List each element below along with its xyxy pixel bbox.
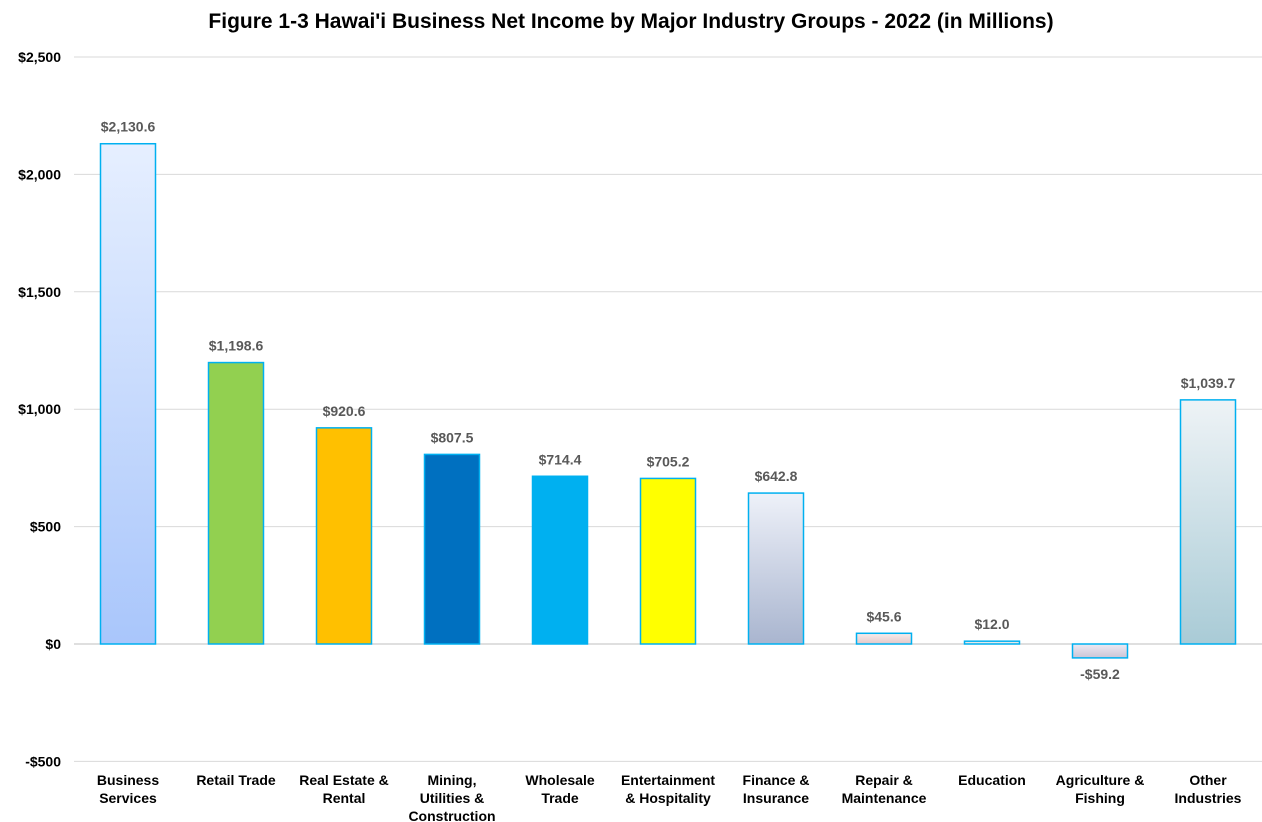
y-tick-label: $1,500: [18, 284, 61, 300]
data-label: $920.6: [323, 403, 366, 419]
bars: [99, 142, 1237, 659]
category-label: Mining, Utilities & Construction: [408, 772, 495, 822]
data-label: $45.6: [866, 608, 901, 624]
data-label: $807.5: [431, 429, 474, 445]
bar: [315, 427, 373, 645]
data-labels: $2,130.6 $1,198.6 $920.6 $807.5 $714.4 $705.2…: [101, 119, 1236, 682]
category-label: Finance & Insurance: [743, 772, 810, 806]
data-label: $714.4: [539, 451, 582, 467]
category-label: Education: [958, 772, 1026, 788]
y-tick-label: $1,000: [18, 401, 61, 417]
data-label: $1,039.7: [1181, 375, 1236, 391]
bar: [423, 453, 481, 645]
data-label: $642.8: [755, 468, 798, 484]
y-tick-label: -$500: [25, 753, 61, 769]
y-tick-label: $2,000: [18, 166, 61, 182]
category-label: Business Services: [97, 772, 159, 806]
chart-title: Figure 1-3 Hawai'i Business Net Income b…: [208, 10, 1054, 33]
bar: [1179, 399, 1237, 645]
category-label: Repair & Maintenance: [842, 772, 927, 806]
bar: [99, 142, 157, 645]
data-label: -$59.2: [1080, 666, 1120, 682]
data-label: $705.2: [647, 453, 690, 469]
y-tick-label: $500: [30, 519, 61, 535]
category-label: Real Estate & Rental: [299, 772, 388, 806]
bar: [855, 632, 913, 645]
bar: [207, 361, 265, 645]
y-tick-label: $0: [45, 636, 61, 652]
data-label: $12.0: [974, 616, 1009, 632]
data-label: $1,198.6: [209, 338, 264, 354]
category-label: Wholesale Trade: [525, 772, 594, 806]
category-label: Retail Trade: [196, 772, 276, 788]
category-label: Other Industries: [1175, 772, 1242, 806]
x-axis-category-labels: Business Services Retail Trade Real Estate …: [97, 772, 1242, 822]
bar: [639, 477, 697, 645]
category-label: Agriculture & Fishing: [1056, 772, 1145, 806]
bar: [747, 492, 805, 645]
category-label: Entertainment & Hospitality: [621, 772, 715, 806]
bar: [963, 640, 1021, 645]
y-tick-label: $2,500: [18, 49, 61, 65]
bar: [531, 475, 589, 645]
data-label: $2,130.6: [101, 119, 156, 135]
bar: [1071, 643, 1129, 659]
y-axis-tick-labels: -$500 $0 $500 $1,000 $1,500 $2,000 $2,500: [18, 49, 61, 769]
